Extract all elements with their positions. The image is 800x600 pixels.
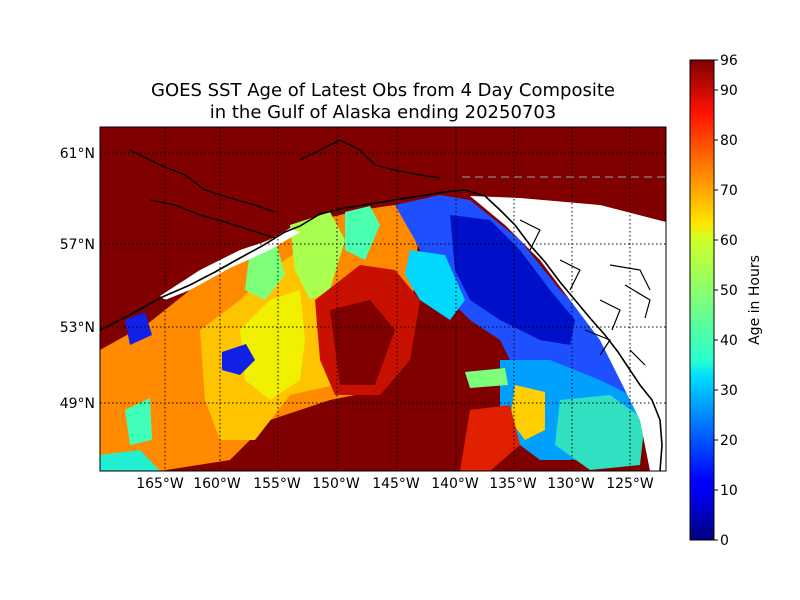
lon-label-135: 135°W xyxy=(489,476,537,492)
map-frame xyxy=(99,126,667,472)
sst-swath-cyan-west xyxy=(345,206,380,260)
lon-label-160: 160°W xyxy=(193,476,241,492)
lat-label-53: 53°N xyxy=(60,320,95,336)
sst-swath-darkblue-coast xyxy=(450,215,575,345)
lon-label-165: 165°W xyxy=(136,476,184,492)
lon-label-125: 125°W xyxy=(606,476,654,492)
alaska-inland-coast xyxy=(129,139,441,239)
sst-swath-cyan-sw xyxy=(100,450,160,471)
sst-swath-darkred-center xyxy=(330,300,395,385)
map-field xyxy=(100,127,666,471)
colorbar-tick-30: 30 xyxy=(720,383,738,399)
colorbar-tick-10: 10 xyxy=(720,483,738,499)
nodata-north xyxy=(100,127,666,320)
gridlines xyxy=(100,127,666,471)
colorbar-tick-50: 50 xyxy=(720,283,738,299)
lat-label-61: 61°N xyxy=(60,146,95,162)
colorbar: 0 10 20 30 40 50 60 70 80 90 96 Age in H… xyxy=(689,53,763,549)
lon-label-150: 150°W xyxy=(312,476,360,492)
colorbar-tick-80: 80 xyxy=(720,133,738,149)
lon-label-130: 130°W xyxy=(547,476,595,492)
lon-label-140: 140°W xyxy=(431,476,479,492)
lon-label-155: 155°W xyxy=(253,476,301,492)
colorbar-tick-70: 70 xyxy=(720,183,738,199)
sst-swath-teal-south xyxy=(555,395,645,470)
sst-swath-blue-patch xyxy=(222,344,255,375)
sst-swath-red-south xyxy=(460,405,520,471)
lat-label-57: 57°N xyxy=(60,237,95,253)
colorbar-tick-90: 90 xyxy=(720,83,738,99)
sst-swath-green-patch xyxy=(465,368,508,388)
colorbar-tick-60: 60 xyxy=(720,233,738,249)
colorbar-tick-40: 40 xyxy=(720,333,738,349)
sst-swath-green xyxy=(290,212,345,300)
sst-swath-yellow-south xyxy=(510,385,545,440)
title-line-1: GOES SST Age of Latest Obs from 4 Day Co… xyxy=(151,80,615,101)
lat-label-49: 49°N xyxy=(60,396,95,412)
title-line-2: in the Gulf of Alaska ending 20250703 xyxy=(209,102,557,123)
islands xyxy=(519,219,651,366)
sst-swath-teal-sw xyxy=(125,398,152,445)
sst-swath-blue-patch-2 xyxy=(125,312,152,345)
colorbar-gradient xyxy=(689,59,715,541)
colorbar-tick-96: 96 xyxy=(720,53,738,69)
land-east xyxy=(470,196,666,471)
coastline xyxy=(100,189,663,471)
colorbar-label: Age in Hours xyxy=(747,255,763,345)
colorbar-tick-20: 20 xyxy=(720,433,738,449)
lon-label-145: 145°W xyxy=(372,476,420,492)
map-title: GOES SST Age of Latest Obs from 4 Day Co… xyxy=(100,80,666,124)
sst-swath-lightyellow xyxy=(240,290,305,400)
sst-swath-cyan-mid xyxy=(405,250,465,320)
colorbar-tick-0: 0 xyxy=(720,533,729,549)
